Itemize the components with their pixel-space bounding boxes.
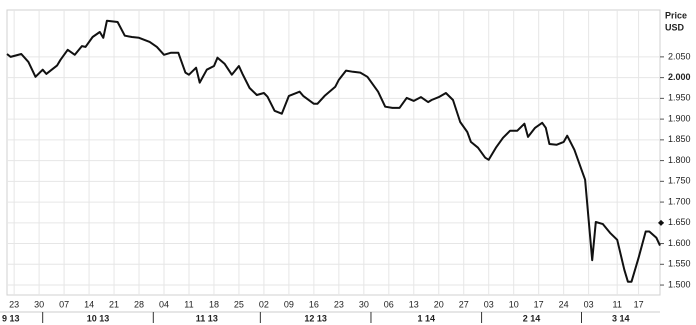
x-tick-label: 30 bbox=[359, 299, 369, 309]
y-label: Price bbox=[665, 10, 687, 20]
y-tick-label: 1.750 bbox=[668, 176, 691, 186]
month-label: 3 14 bbox=[612, 313, 630, 323]
x-tick-label: 03 bbox=[584, 299, 594, 309]
y-tick-label: 1.650 bbox=[668, 217, 691, 227]
y-tick-label: 2.000 bbox=[668, 72, 691, 82]
month-label: 1 14 bbox=[418, 313, 436, 323]
x-tick-label: 14 bbox=[84, 299, 94, 309]
y-tick-label: 1.550 bbox=[668, 259, 691, 269]
x-tick-label: 20 bbox=[434, 299, 444, 309]
y-tick-label: 1.900 bbox=[668, 113, 691, 123]
x-tick-label: 27 bbox=[459, 299, 469, 309]
month-label: 10 13 bbox=[87, 313, 110, 323]
x-tick-label: 25 bbox=[234, 299, 244, 309]
y-tick-label: 2.050 bbox=[668, 51, 691, 61]
x-tick-label: 17 bbox=[534, 299, 544, 309]
x-tick-label: 23 bbox=[9, 299, 19, 309]
y-tick-label: 1.600 bbox=[668, 238, 691, 248]
x-tick-label: 16 bbox=[309, 299, 319, 309]
plot-area bbox=[6, 9, 661, 296]
month-label: 9 13 bbox=[2, 313, 20, 323]
x-tick-label: 10 bbox=[509, 299, 519, 309]
x-tick-label: 11 bbox=[613, 299, 622, 309]
y-unit: USD bbox=[665, 22, 685, 32]
price-line bbox=[6, 19, 661, 283]
month-label: 11 13 bbox=[196, 313, 218, 323]
y-tick-label: 1.500 bbox=[668, 279, 691, 289]
last-marker bbox=[658, 219, 664, 226]
y-tick-label: 1.950 bbox=[668, 93, 691, 103]
x-tick-label: 23 bbox=[334, 299, 344, 309]
x-tick-label: 03 bbox=[484, 299, 494, 309]
y-tick-label: 1.700 bbox=[668, 196, 691, 206]
x-tick-label: 21 bbox=[109, 299, 119, 309]
x-tick-label: 28 bbox=[134, 299, 144, 309]
x-tick-label: 18 bbox=[209, 299, 219, 309]
x-tick-label: 07 bbox=[59, 299, 69, 309]
y-tick-label: 1.800 bbox=[668, 155, 691, 165]
x-tick-label: 30 bbox=[34, 299, 44, 309]
x-tick-label: 11 bbox=[184, 299, 193, 309]
x-tick-label: 17 bbox=[634, 299, 644, 309]
x-tick-label: 06 bbox=[384, 299, 394, 309]
month-label: 12 13 bbox=[304, 313, 327, 323]
x-tick-label: 09 bbox=[284, 299, 294, 309]
x-tick-label: 13 bbox=[409, 299, 419, 309]
x-tick-label: 24 bbox=[559, 299, 569, 309]
x-tick-label: 04 bbox=[159, 299, 169, 309]
month-label: 2 14 bbox=[523, 313, 541, 323]
x-tick-label: 02 bbox=[259, 299, 269, 309]
y-tick-label: 1.850 bbox=[668, 134, 691, 144]
